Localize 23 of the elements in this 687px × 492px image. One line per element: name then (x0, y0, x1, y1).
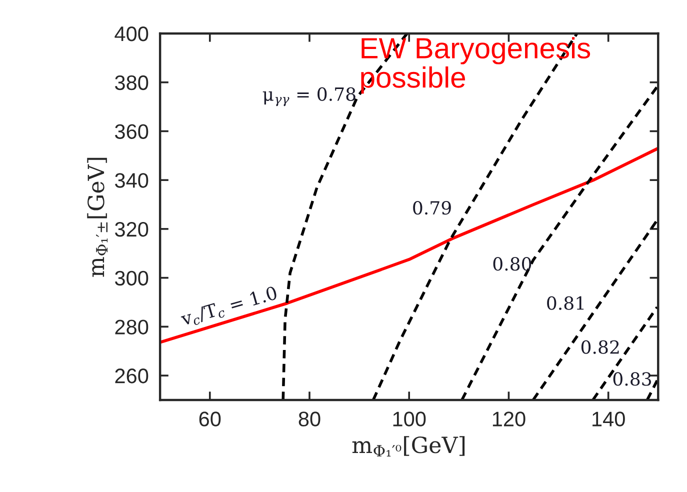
y-tick-label: 400 (114, 26, 148, 42)
x-tick-label: 120 (492, 412, 526, 426)
y-tick-label: 360 (115, 124, 148, 139)
series-label: 0.81 (547, 296, 584, 310)
text: v$_{c}$/T$_{c}$ = 1.0 (180, 286, 278, 328)
x-tick-label: 100 (393, 412, 426, 426)
series-label: μ$_{γγ}$ = 0.78 (262, 87, 356, 106)
x-tick-label: 80 (298, 412, 320, 426)
series-label: 0.82 (581, 340, 619, 354)
annotation: EW Baryogenesis possible (361, 37, 590, 94)
y-tick-label: 320 (115, 222, 148, 237)
x-tick-label: 140 (592, 412, 625, 426)
x-axis-title: m$_{Φ₁′⁰}$[GeV] (352, 436, 465, 456)
y-tick-label: 280 (115, 320, 148, 334)
x-tick-label: 60 (199, 412, 221, 426)
series-label: 0.80 (493, 257, 532, 271)
y-axis-title: m$_{Φ₁′±}$[GeV] (87, 158, 108, 277)
y-tick-label: 380 (115, 75, 148, 90)
y-tick-label: 340 (115, 173, 148, 188)
series-label: 0.83 (613, 372, 652, 386)
y-tick-label: 260 (115, 368, 148, 384)
y-tick-label: 300 (115, 270, 148, 286)
series-label: 0.79 (413, 200, 451, 215)
